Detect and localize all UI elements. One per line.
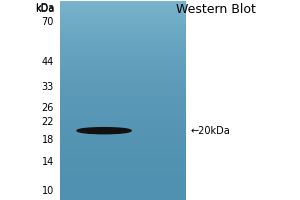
Text: 10: 10 [42, 186, 54, 196]
Text: 33: 33 [42, 82, 54, 92]
Text: 22: 22 [41, 117, 54, 127]
Text: 14: 14 [42, 157, 54, 167]
Text: 70: 70 [42, 17, 54, 27]
Text: kDa: kDa [35, 4, 54, 14]
Text: 44: 44 [42, 57, 54, 67]
Text: Western Blot: Western Blot [176, 3, 256, 16]
Text: 26: 26 [42, 103, 54, 113]
Ellipse shape [77, 128, 131, 134]
Text: ←20kDa: ←20kDa [190, 126, 230, 136]
Text: kDa: kDa [35, 3, 54, 13]
Text: 18: 18 [42, 135, 54, 145]
